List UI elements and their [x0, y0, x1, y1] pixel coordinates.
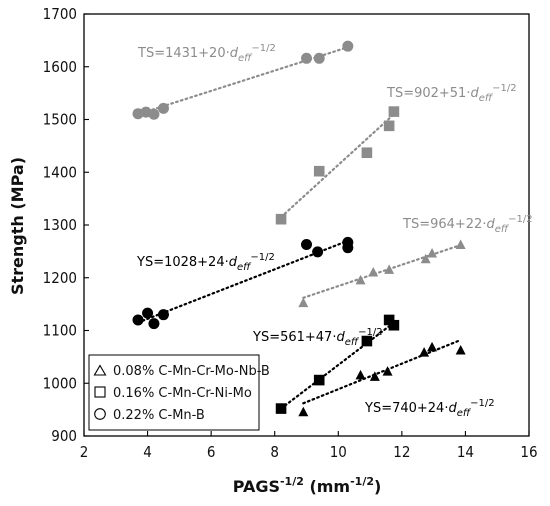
data-point-triangle: [419, 347, 430, 357]
legend-label-008: 0.08% C-Mn-Cr-Mo-Nb-B: [113, 364, 270, 379]
data-point-circle: [312, 246, 324, 258]
data-point-triangle: [298, 406, 309, 417]
data-point-square: [275, 403, 287, 414]
y-tick-label: 1300: [43, 216, 77, 234]
y-tick-label: 1700: [43, 5, 77, 23]
legend-label-022: 0.22% C-Mn-B: [113, 408, 205, 423]
data-point-square: [313, 374, 325, 386]
data-point-triangle: [369, 371, 380, 381]
data-point-square: [361, 147, 373, 159]
fit-line: [279, 321, 396, 410]
data-point-triangle: [455, 345, 466, 355]
x-tick-label: 8: [270, 443, 279, 461]
data-point-circle: [313, 52, 325, 64]
data-point-circle: [342, 242, 354, 254]
x-tick-label: 12: [393, 443, 410, 461]
y-tick-label: 1500: [43, 111, 77, 129]
fit-line: [302, 338, 462, 405]
x-tick-label: 16: [520, 443, 537, 461]
data-point-triangle: [355, 274, 366, 285]
data-point-circle: [301, 239, 312, 251]
data-point-circle: [301, 52, 312, 64]
legend-triangle-icon: [93, 364, 107, 376]
x-tick-label: 10: [330, 443, 347, 461]
data-point-square: [313, 165, 325, 177]
y-tick-label: 1100: [43, 322, 77, 340]
x-tick-label: 2: [80, 443, 89, 461]
fit-label-ys-008: YS=740+24·deff−1/2: [364, 398, 495, 419]
data-point-triangle: [382, 366, 393, 376]
fit-label-ts-008: TS=964+22·deff−1/2: [402, 214, 533, 235]
data-point-circle: [157, 102, 169, 114]
fit-equation-labels: TS=1431+20·deff−1/2 TS=902+51·deff−1/2 T…: [136, 43, 533, 419]
x-tick-label: 4: [143, 443, 152, 461]
data-point-square: [388, 106, 400, 117]
data-point-triangle: [427, 247, 438, 258]
legend-box: [88, 354, 260, 431]
data-point-square: [388, 319, 400, 331]
data-point-circle: [148, 108, 160, 120]
fit-label-ts-016: TS=902+51·deff−1/2: [386, 83, 517, 104]
data-point-square: [275, 213, 287, 225]
data-point-triangle: [384, 264, 395, 274]
data-point-triangle: [355, 369, 366, 380]
data-point-square: [361, 335, 373, 347]
legend-circle-icon: [94, 408, 106, 420]
y-tick-label: 900: [51, 427, 77, 445]
y-tick-label: 1400: [43, 163, 77, 181]
fit-label-ts-022: TS=1431+20·deff−1/2: [137, 43, 276, 64]
legend-label-016: 0.16% C-Mn-Cr-Ni-Mo: [113, 386, 252, 401]
data-point-triangle: [368, 266, 379, 277]
x-axis-label: PAGS-1/2 (mm-1/2): [233, 475, 382, 496]
data-point-square: [383, 120, 395, 132]
data-markers: [132, 40, 466, 417]
data-point-circle: [132, 314, 144, 326]
data-point-triangle: [298, 297, 309, 308]
data-point-circle: [157, 309, 169, 321]
axis-ticks: 2 4 6 8 10 12 14 16 900 1000 1100 1200 1300 1400 1500 1…: [43, 5, 538, 461]
fit-label-ys-016: YS=561+47·deff−1/2: [252, 327, 383, 348]
data-point-circle: [342, 40, 354, 52]
fit-line: [279, 113, 396, 219]
x-tick-label: 14: [457, 443, 474, 461]
data-point-triangle: [420, 253, 431, 264]
data-point-triangle: [455, 239, 466, 250]
fit-line: [136, 46, 349, 116]
data-point-triangle: [427, 341, 438, 352]
y-tick-label: 1600: [43, 58, 77, 76]
y-tick-label: 1000: [43, 374, 77, 392]
legend: 0.08% C-Mn-Cr-Mo-Nb-B 0.16% C-Mn-Cr-Ni-M…: [88, 354, 270, 431]
legend-square-icon: [94, 386, 106, 398]
fit-label-ys-022: YS=1028+24·deff−1/2: [136, 252, 275, 273]
data-point-circle: [142, 307, 154, 319]
fit-line: [302, 243, 462, 299]
x-tick-label: 6: [207, 443, 216, 461]
data-point-circle: [148, 318, 160, 330]
y-axis-label: Strength (MPa): [8, 157, 27, 295]
y-tick-label: 1200: [43, 269, 77, 287]
